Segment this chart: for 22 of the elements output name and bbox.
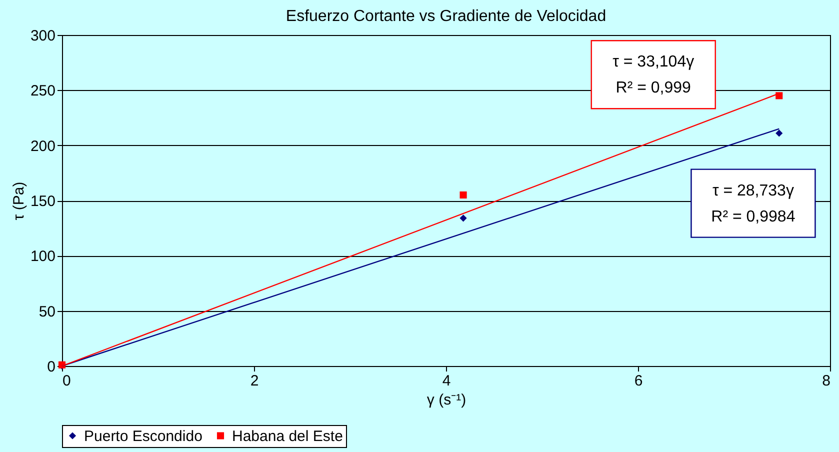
x-tick-label: 4 xyxy=(442,372,451,390)
y-tick-label: 150 xyxy=(30,193,56,210)
point xyxy=(776,130,783,137)
x-axis-title: γ (s⁻¹) xyxy=(426,392,466,408)
point xyxy=(460,191,467,199)
x-tick-label: 2 xyxy=(250,372,259,390)
y-axis-title: τ (Pa) xyxy=(10,182,28,220)
y-tick-label: 50 xyxy=(38,303,56,320)
x-tick-label: 8 xyxy=(822,372,830,390)
point xyxy=(460,214,467,222)
annotation: τ = 28,733γ R² = 0,9984 xyxy=(711,182,796,226)
chart-title: Esfuerzo Cortante vs Gradiente de Velocidad xyxy=(286,8,606,25)
y-tick-label: 300 xyxy=(30,28,56,44)
legend-label: Habana del Este xyxy=(232,428,343,445)
y-tick-label: 0 xyxy=(47,358,56,376)
y-tick-label: 250 xyxy=(30,82,56,100)
x-tick-label: 0 xyxy=(62,372,71,390)
x-tick-label: 6 xyxy=(634,372,643,390)
y-tick-label: 100 xyxy=(30,248,56,266)
y-tick-label: 200 xyxy=(30,138,56,155)
legend-label: Puerto Escondido xyxy=(84,428,202,445)
annotation: τ = 33,104γ R² = 0,999 xyxy=(612,54,694,97)
